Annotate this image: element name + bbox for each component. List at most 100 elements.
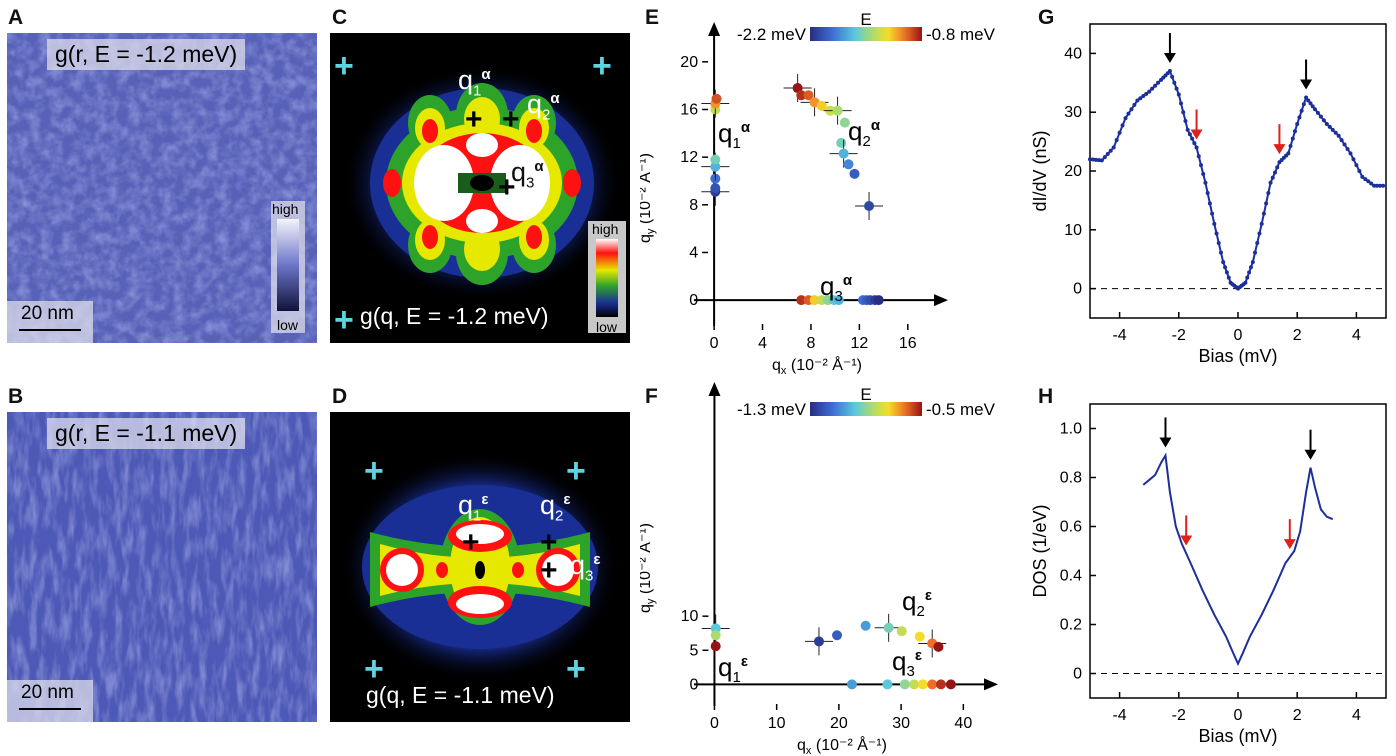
q3-label-d: q3ε	[570, 550, 601, 585]
data-point	[1187, 132, 1192, 137]
data-point	[917, 679, 928, 690]
data-point	[1360, 174, 1365, 179]
shoulder-arrow-icon	[1190, 129, 1203, 140]
data-point	[935, 679, 946, 690]
scale-label-a: 20 nm	[21, 303, 74, 324]
x-axis-arrow	[984, 678, 998, 691]
bragg-peak-icon: +	[566, 650, 586, 688]
x-tick-label: 40	[954, 715, 972, 732]
data-point	[1310, 104, 1315, 109]
data-point	[1223, 265, 1228, 270]
x-tick-label: 4	[1352, 327, 1361, 344]
data-point	[1297, 115, 1302, 120]
data-point	[1245, 275, 1250, 280]
x-tick-label: 2	[1293, 707, 1302, 724]
data-point	[1108, 148, 1113, 153]
series-annotation: q3ε	[892, 646, 922, 680]
data-point	[1226, 275, 1231, 280]
data-point	[1321, 118, 1326, 123]
data-point	[927, 679, 938, 690]
data-point	[1292, 129, 1297, 134]
data-point	[1088, 157, 1092, 162]
data-point	[1203, 180, 1208, 185]
y-tick-label: 16	[680, 101, 698, 118]
data-line	[1142, 452, 1334, 667]
x-tick-label: 30	[892, 715, 910, 732]
colorbar-title: E	[860, 10, 871, 29]
y-tick-label: 12	[680, 149, 698, 166]
panel-letter-e: E	[645, 6, 660, 29]
data-point	[1144, 91, 1149, 96]
y-axis-label: qy (10⁻² Å⁻¹)	[640, 523, 657, 613]
series-annotation: q1α	[718, 118, 751, 152]
data-point	[1372, 183, 1377, 188]
x-tick-label: 20	[830, 715, 848, 732]
q1-label-d: q1ε	[458, 490, 489, 525]
data-point	[1135, 98, 1140, 103]
data-point	[1336, 133, 1341, 138]
x-tick-label: -4	[1112, 707, 1126, 724]
data-point	[1181, 110, 1186, 115]
data-point	[1270, 175, 1275, 180]
x-tick-label: 0	[710, 335, 719, 352]
data-point	[1172, 80, 1177, 85]
data-point	[1117, 130, 1122, 135]
panel-letter-g: G	[1038, 6, 1055, 29]
panel-letter-h: H	[1038, 385, 1054, 408]
x-tick-label: -2	[1172, 707, 1186, 724]
x-tick-label: 0	[1234, 707, 1243, 724]
data-point	[1218, 250, 1223, 255]
data-point	[1138, 96, 1143, 101]
scale-label-b: 20 nm	[21, 682, 74, 703]
data-point	[833, 295, 844, 306]
x-axis-label: qx (10⁻² Å⁻¹)	[772, 355, 862, 377]
y-tick-label: 10	[681, 608, 699, 625]
bragg-peak-icon: +	[592, 47, 612, 85]
data-point	[1348, 151, 1353, 156]
y-tick-label: 0.8	[1060, 470, 1082, 487]
data-point	[1247, 270, 1252, 275]
data-point	[1354, 163, 1359, 168]
data-point	[816, 100, 827, 111]
real-space-map-a: g(r, E = -1.2 meV) high low 20 nm	[7, 33, 317, 343]
data-point	[1248, 265, 1253, 270]
data-point	[882, 679, 893, 690]
x-axis-arrow	[934, 294, 948, 307]
colorbar-title: E	[860, 385, 871, 404]
data-point	[1167, 69, 1172, 74]
y-tick-label: 0.6	[1060, 519, 1082, 536]
data-point	[1153, 83, 1158, 88]
data-point	[710, 161, 721, 172]
q3-marker-icon: +	[498, 171, 516, 204]
y-axis-arrow	[708, 382, 721, 396]
data-point	[1126, 111, 1131, 116]
chart-h: -4 -2 0 2 4 0 0.2 0.4 0.6 0.8 1.0 Bias (mV) DOS (1/e…	[1030, 403, 1387, 746]
data-point	[1257, 231, 1262, 236]
data-point	[1275, 165, 1280, 170]
data-point	[710, 154, 721, 165]
x-tick-label: 0	[1234, 327, 1243, 344]
data-point	[1212, 221, 1217, 226]
colorbar-a-high: high	[272, 201, 299, 217]
panel-letter-d: D	[332, 385, 348, 408]
x-tick-label: 12	[850, 335, 868, 352]
data-point	[933, 641, 944, 652]
colorbar-c	[588, 221, 626, 333]
panel-a-title: g(r, E = -1.2 meV)	[47, 39, 246, 70]
data-point	[1129, 107, 1134, 112]
data-point	[1324, 121, 1329, 126]
data-point	[1176, 92, 1181, 97]
data-point	[1264, 201, 1269, 206]
data-point	[1093, 157, 1098, 162]
colorbar-max-label: -0.5 meV	[926, 400, 996, 419]
y-tick-label: 0	[689, 292, 698, 309]
data-point	[1250, 260, 1255, 265]
data-point	[945, 679, 956, 690]
data-point	[1199, 163, 1203, 168]
data-point	[1205, 191, 1210, 196]
data-point	[1342, 142, 1347, 147]
data-point	[1183, 119, 1188, 124]
data-point	[1304, 95, 1309, 100]
data-point	[1253, 250, 1258, 255]
data-point	[1170, 74, 1175, 79]
